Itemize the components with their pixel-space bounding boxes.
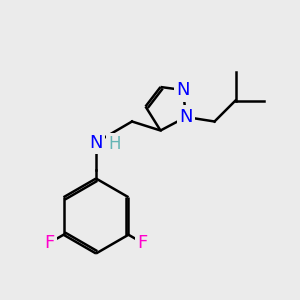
Text: F: F bbox=[138, 234, 148, 252]
Text: N: N bbox=[176, 81, 190, 99]
Text: H: H bbox=[108, 135, 121, 153]
Text: N: N bbox=[89, 134, 103, 152]
Text: F: F bbox=[44, 234, 54, 252]
Text: N: N bbox=[179, 108, 193, 126]
